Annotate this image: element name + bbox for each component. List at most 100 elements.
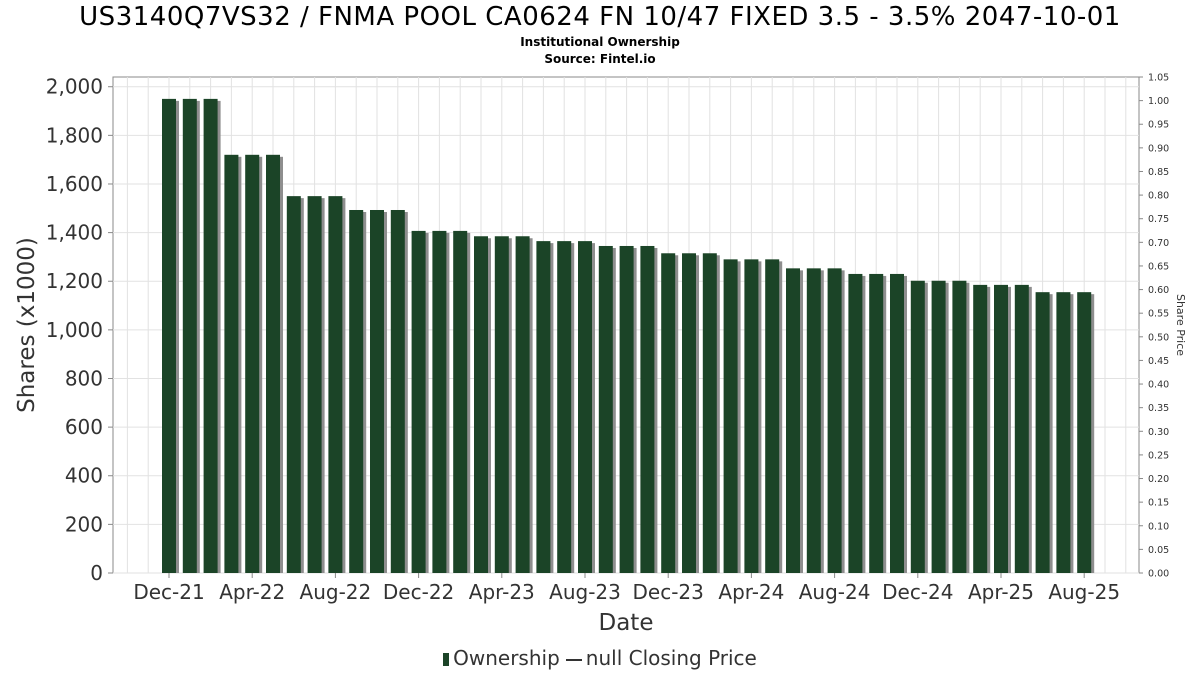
- ownership-bar: [390, 209, 405, 573]
- y2-tick-label: 0.20: [1148, 474, 1169, 485]
- ownership-bar: [1056, 292, 1071, 573]
- ownership-bar: [515, 236, 530, 574]
- y-tick-label: 2,000: [46, 75, 103, 99]
- ownership-bar: [1035, 292, 1050, 573]
- ownership-bar: [474, 236, 488, 574]
- ownership-bar: [806, 268, 821, 573]
- x-tick-label: Dec-23: [633, 580, 704, 604]
- ownership-bar: [682, 253, 696, 573]
- y2-tick-label: 0.85: [1148, 167, 1169, 178]
- ownership-bar: [723, 259, 738, 573]
- chart-title: US3140Q7VS32 / FNMA POOL CA0624 FN 10/47…: [79, 2, 1121, 32]
- y2-tick-label: 0.35: [1148, 403, 1169, 414]
- y2-tick-label: 0.55: [1148, 309, 1169, 320]
- ownership-bar: [931, 280, 946, 573]
- y-tick-label: 400: [65, 464, 103, 488]
- y2-tick-label: 0.75: [1148, 214, 1169, 225]
- y-tick-label: 0: [90, 561, 103, 585]
- ownership-bar: [702, 253, 717, 573]
- y2-tick-label: 0.15: [1148, 498, 1169, 509]
- chart-subtitle: Institutional Ownership: [520, 35, 680, 49]
- ownership-bar: [994, 284, 1008, 573]
- chart-legend: Ownership null Closing Price: [0, 646, 1200, 670]
- y-axis-title: Shares (x1000): [14, 237, 40, 413]
- x-tick-label: Aug-25: [1048, 580, 1120, 604]
- y-tick-label: 1,000: [46, 318, 103, 342]
- ownership-bar: [910, 280, 925, 573]
- ownership-bar: [973, 284, 988, 573]
- ownership-legend-swatch: [443, 653, 450, 666]
- y2-tick-label: 0.25: [1148, 450, 1169, 461]
- ownership-bar: [494, 236, 509, 574]
- ownership-bar: [245, 154, 260, 573]
- ownership-bar: [536, 241, 551, 573]
- x-tick-label: Aug-24: [799, 580, 871, 604]
- y2-tick-label: 0.95: [1148, 120, 1169, 131]
- closing-price-legend-line: [565, 658, 582, 661]
- ownership-bar: [890, 273, 904, 573]
- y2-tick-label: 0.05: [1148, 545, 1169, 556]
- y2-tick-label: 1.05: [1148, 73, 1169, 84]
- y2-tick-label: 0.00: [1148, 569, 1169, 580]
- ownership-bar: [286, 196, 301, 573]
- y-tick-label: 600: [65, 415, 103, 439]
- ownership-bar: [744, 259, 759, 573]
- ownership-bar: [765, 259, 780, 573]
- ownership-bar: [328, 196, 343, 573]
- x-tick-label: Dec-22: [383, 580, 454, 604]
- x-tick-label: Aug-22: [300, 580, 372, 604]
- x-tick-label: Aug-23: [549, 580, 621, 604]
- ownership-bar: [869, 273, 884, 573]
- y2-axis-title: Share Price: [1174, 294, 1187, 356]
- ownership-bar: [619, 245, 634, 573]
- y2-tick-label: 0.80: [1148, 191, 1169, 202]
- y-tick-label: 1,600: [46, 172, 103, 196]
- x-tick-label: Dec-21: [133, 580, 204, 604]
- y2-tick-label: 0.60: [1148, 285, 1169, 296]
- ownership-bar: [1077, 292, 1092, 573]
- x-tick-label: Dec-24: [882, 580, 953, 604]
- y2-tick-label: 0.45: [1148, 356, 1169, 367]
- x-axis-title: Date: [599, 610, 654, 636]
- ownership-bar: [453, 230, 468, 573]
- x-tick-label: Apr-22: [219, 580, 285, 604]
- ownership-bar: [827, 268, 842, 573]
- chart-source: Source: Fintel.io: [544, 52, 656, 66]
- ownership-bar: [1014, 284, 1029, 573]
- y2-tick-label: 0.40: [1148, 380, 1169, 391]
- x-tick-label: Apr-25: [968, 580, 1034, 604]
- ownership-bar: [661, 253, 676, 573]
- ownership-bar: [598, 245, 613, 573]
- legend-closing-price-label: null Closing Price: [585, 646, 757, 670]
- y2-tick-label: 0.90: [1148, 143, 1169, 154]
- y2-tick-label: 0.10: [1148, 521, 1169, 532]
- y2-tick-label: 0.30: [1148, 427, 1169, 438]
- ownership-bar: [182, 98, 197, 573]
- y2-tick-label: 1.00: [1148, 96, 1169, 107]
- ownership-bar: [349, 209, 364, 573]
- ownership-bar: [557, 241, 572, 573]
- legend-ownership-label: Ownership: [453, 646, 560, 670]
- ownership-bar: [162, 98, 176, 573]
- ownership-bar: [786, 268, 800, 573]
- ownership-bar: [578, 241, 592, 573]
- y-tick-label: 800: [65, 366, 103, 390]
- ownership-bar: [224, 154, 239, 573]
- ownership-bar: [952, 280, 967, 573]
- ownership-bar: [370, 209, 384, 573]
- y2-tick-label: 0.70: [1148, 238, 1169, 249]
- ownership-bar: [307, 196, 322, 573]
- y-tick-label: 200: [65, 512, 103, 536]
- x-tick-label: Apr-23: [469, 580, 535, 604]
- ownership-bar: [432, 230, 447, 573]
- y-tick-label: 1,400: [46, 221, 103, 245]
- y2-tick-label: 0.65: [1148, 261, 1169, 272]
- y2-tick-label: 0.50: [1148, 332, 1169, 343]
- y-tick-label: 1,200: [46, 269, 103, 293]
- ownership-bar: [411, 230, 426, 573]
- ownership-bar: [848, 273, 863, 573]
- ownership-bar: [640, 245, 655, 573]
- ownership-bar: [266, 154, 280, 573]
- x-tick-label: Apr-24: [718, 580, 784, 604]
